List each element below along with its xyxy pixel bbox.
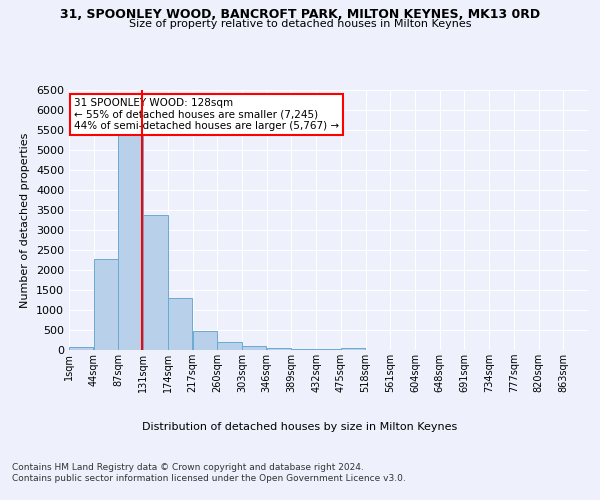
Bar [193, 331, 217, 350]
Bar [94, 259, 118, 350]
Text: 31 SPOONLEY WOOD: 128sqm
← 55% of detached houses are smaller (7,245)
44% of sem: 31 SPOONLEY WOOD: 128sqm ← 55% of detach… [74, 98, 340, 131]
Text: Distribution of detached houses by size in Milton Keynes: Distribution of detached houses by size … [142, 422, 458, 432]
Text: Contains public sector information licensed under the Open Government Licence v3: Contains public sector information licen… [12, 474, 406, 483]
Bar [341, 348, 365, 350]
Bar [69, 347, 94, 350]
Text: 31, SPOONLEY WOOD, BANCROFT PARK, MILTON KEYNES, MK13 0RD: 31, SPOONLEY WOOD, BANCROFT PARK, MILTON… [60, 8, 540, 20]
Bar [217, 342, 242, 350]
Text: Contains HM Land Registry data © Crown copyright and database right 2024.: Contains HM Land Registry data © Crown c… [12, 462, 364, 471]
Bar [168, 298, 192, 350]
Bar [143, 215, 167, 350]
Bar [242, 346, 266, 350]
Bar [118, 133, 143, 350]
Bar [267, 348, 291, 350]
Text: Size of property relative to detached houses in Milton Keynes: Size of property relative to detached ho… [129, 19, 471, 29]
Y-axis label: Number of detached properties: Number of detached properties [20, 132, 31, 308]
Bar [292, 349, 316, 350]
